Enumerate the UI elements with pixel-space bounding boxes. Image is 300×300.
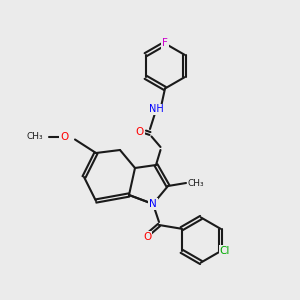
- Text: CH₃: CH₃: [27, 132, 44, 141]
- Text: O: O: [143, 232, 151, 242]
- Text: F: F: [162, 38, 168, 49]
- Text: N: N: [149, 199, 157, 209]
- Text: NH: NH: [148, 104, 164, 115]
- Text: Cl: Cl: [220, 246, 230, 256]
- Text: CH₃: CH₃: [188, 178, 204, 188]
- Text: O: O: [60, 131, 69, 142]
- Text: O: O: [135, 127, 144, 137]
